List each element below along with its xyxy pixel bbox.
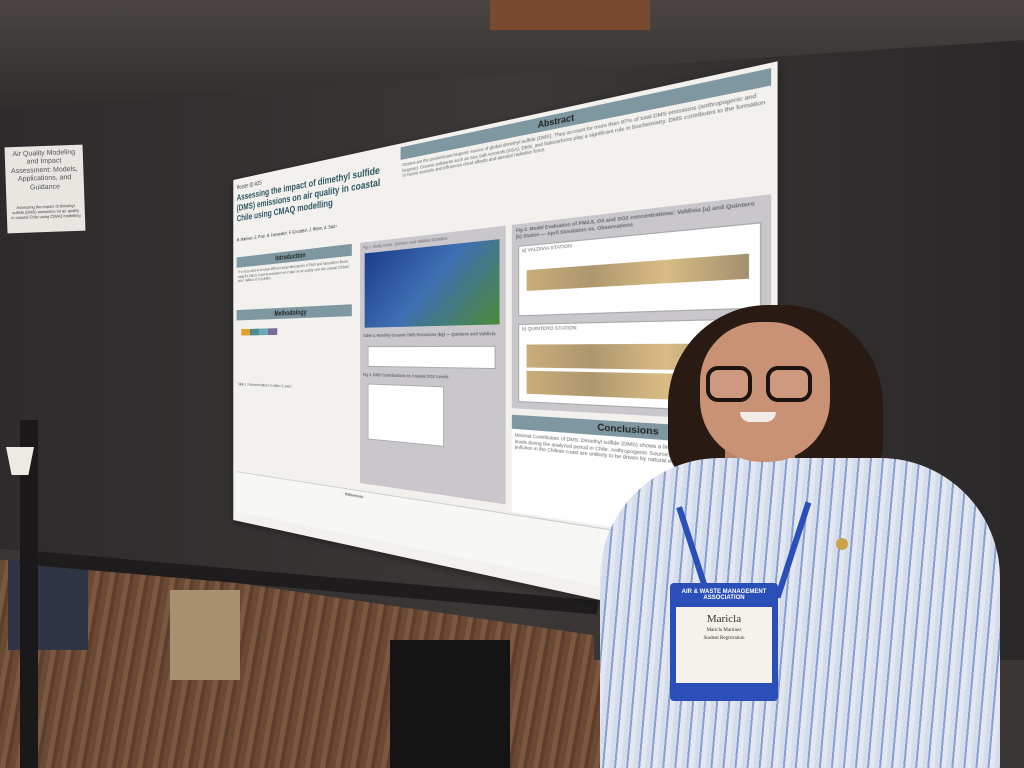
badge-full-name: Maricla Martinez: [706, 628, 742, 633]
valdivia-timeseries: a) VALDIVIA STATION: [517, 222, 762, 317]
striped-shirt: [600, 458, 1000, 768]
sign-title: Air Quality Modeling and Impact Assessme…: [10, 148, 78, 192]
lapel-pin: [836, 538, 848, 550]
methodology-diagram: [241, 328, 278, 336]
badge-registration: Student Registration: [703, 636, 745, 641]
board-pole: [20, 420, 38, 768]
wood-panel: [490, 0, 650, 30]
glasses-icon: [766, 366, 812, 402]
table1-caption: Table 1. Parameterizations to obtain k_w…: [237, 381, 292, 389]
station-a-label: a) VALDIVIA STATION: [522, 242, 572, 254]
glasses-icon: [706, 366, 752, 402]
study-area-map: [364, 239, 500, 328]
methodology-header: Methodology: [236, 304, 352, 321]
sign-subtitle: Assessing the impact of dimethyl sulfide…: [11, 202, 81, 221]
session-sign: Air Quality Modeling and Impact Assessme…: [4, 144, 86, 234]
background-person-legs: [390, 640, 510, 768]
emissions-table: [367, 345, 496, 370]
station-b-label: b) QUINTERO STATION: [522, 324, 577, 332]
background-person-legs: [170, 590, 240, 680]
references-header: References: [345, 491, 364, 500]
table2-caption: Table 2. Monthly Oceanic DMS Emissions (…: [363, 330, 496, 338]
name-badge: AIR & WASTE MANAGEMENT ASSOCIATION Maric…: [670, 583, 778, 701]
dms-contribution-map: [367, 383, 444, 447]
smile: [740, 412, 776, 422]
badge-first-name: Maricla: [706, 613, 742, 625]
fig3-caption: Fig 3. DMS Contributions to Coastal SO2 …: [363, 372, 449, 380]
figures-panel: Fig 1. Study Areas: Quintero and Valdivi…: [359, 225, 506, 505]
badge-organization: AIR & WASTE MANAGEMENT ASSOCIATION: [681, 589, 767, 601]
